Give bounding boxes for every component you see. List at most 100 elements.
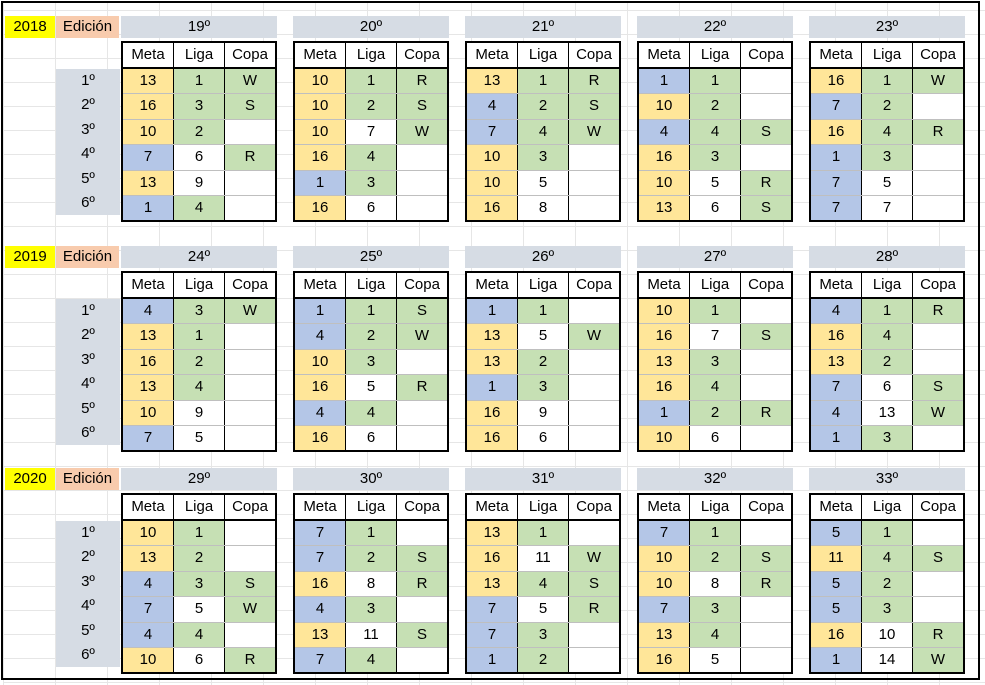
liga-cell[interactable]: 11	[518, 546, 569, 571]
meta-cell[interactable]: 16	[295, 571, 346, 597]
meta-cell[interactable]: 10	[123, 119, 174, 145]
meta-cell[interactable]: 1	[123, 195, 174, 221]
meta-cell[interactable]: 1	[467, 299, 518, 324]
meta-cell[interactable]: 7	[467, 597, 518, 622]
liga-cell[interactable]: 9	[174, 400, 225, 425]
liga-cell[interactable]: 5	[518, 170, 569, 195]
liga-cell[interactable]: 1	[518, 521, 569, 546]
copa-cell[interactable]: W	[225, 69, 275, 94]
liga-cell[interactable]: 5	[690, 170, 741, 195]
liga-cell[interactable]: 3	[690, 349, 741, 375]
meta-cell[interactable]: 16	[123, 94, 174, 119]
liga-cell[interactable]: 2	[690, 400, 741, 425]
meta-cell[interactable]: 13	[467, 521, 518, 546]
meta-cell[interactable]: 16	[639, 145, 690, 170]
liga-cell[interactable]: 4	[690, 622, 741, 647]
meta-cell[interactable]: 1	[811, 647, 862, 673]
liga-cell[interactable]: 6	[690, 195, 741, 221]
liga-cell[interactable]: 6	[174, 647, 225, 673]
meta-cell[interactable]: 4	[811, 400, 862, 425]
meta-cell[interactable]: 16	[811, 119, 862, 145]
copa-cell[interactable]: W	[913, 400, 963, 425]
copa-cell[interactable]	[225, 425, 275, 451]
copa-cell[interactable]	[397, 349, 447, 375]
copa-cell[interactable]: S	[741, 324, 791, 349]
liga-cell[interactable]: 5	[518, 597, 569, 622]
liga-cell[interactable]: 3	[174, 299, 225, 324]
meta-cell[interactable]: 16	[123, 349, 174, 375]
copa-cell[interactable]	[225, 546, 275, 571]
copa-cell[interactable]: W	[225, 299, 275, 324]
copa-cell[interactable]: S	[397, 299, 447, 324]
liga-cell[interactable]: 7	[346, 119, 397, 145]
liga-cell[interactable]: 2	[346, 546, 397, 571]
copa-cell[interactable]	[225, 324, 275, 349]
liga-cell[interactable]: 6	[174, 145, 225, 170]
liga-cell[interactable]: 10	[862, 622, 913, 647]
meta-cell[interactable]: 13	[467, 571, 518, 597]
meta-cell[interactable]: 13	[467, 324, 518, 349]
meta-cell[interactable]: 10	[295, 119, 346, 145]
copa-cell[interactable]	[741, 375, 791, 400]
copa-cell[interactable]: R	[913, 622, 963, 647]
copa-cell[interactable]	[913, 324, 963, 349]
liga-cell[interactable]: 1	[174, 69, 225, 94]
meta-cell[interactable]: 5	[811, 597, 862, 622]
meta-cell[interactable]: 13	[123, 546, 174, 571]
copa-cell[interactable]	[741, 145, 791, 170]
liga-cell[interactable]: 5	[346, 375, 397, 400]
meta-cell[interactable]: 1	[811, 145, 862, 170]
copa-cell[interactable]	[569, 425, 619, 451]
meta-cell[interactable]: 7	[639, 521, 690, 546]
liga-cell[interactable]: 3	[862, 425, 913, 451]
liga-cell[interactable]: 1	[690, 299, 741, 324]
liga-cell[interactable]: 1	[174, 521, 225, 546]
meta-cell[interactable]: 10	[295, 349, 346, 375]
meta-cell[interactable]: 13	[467, 349, 518, 375]
liga-cell[interactable]: 1	[346, 69, 397, 94]
meta-cell[interactable]: 16	[295, 145, 346, 170]
liga-cell[interactable]: 8	[346, 571, 397, 597]
meta-cell[interactable]: 10	[639, 170, 690, 195]
copa-cell[interactable]	[225, 195, 275, 221]
meta-cell[interactable]: 16	[467, 400, 518, 425]
liga-cell[interactable]: 4	[174, 195, 225, 221]
liga-cell[interactable]: 6	[690, 425, 741, 451]
meta-cell[interactable]: 13	[295, 622, 346, 647]
meta-cell[interactable]: 13	[639, 195, 690, 221]
liga-cell[interactable]: 5	[174, 597, 225, 622]
liga-cell[interactable]: 6	[862, 375, 913, 400]
meta-cell[interactable]: 4	[123, 299, 174, 324]
meta-cell[interactable]: 1	[467, 375, 518, 400]
copa-cell[interactable]	[569, 299, 619, 324]
meta-cell[interactable]: 16	[639, 375, 690, 400]
liga-cell[interactable]: 7	[862, 195, 913, 221]
meta-cell[interactable]: 4	[811, 299, 862, 324]
copa-cell[interactable]	[913, 597, 963, 622]
liga-cell[interactable]: 1	[518, 69, 569, 94]
copa-cell[interactable]	[913, 170, 963, 195]
meta-cell[interactable]: 10	[123, 647, 174, 673]
meta-cell[interactable]: 16	[467, 425, 518, 451]
copa-cell[interactable]	[741, 349, 791, 375]
copa-cell[interactable]	[913, 521, 963, 546]
meta-cell[interactable]: 16	[467, 546, 518, 571]
copa-cell[interactable]	[913, 94, 963, 119]
meta-cell[interactable]: 13	[123, 69, 174, 94]
liga-cell[interactable]: 4	[690, 119, 741, 145]
copa-cell[interactable]	[397, 400, 447, 425]
meta-cell[interactable]: 1	[467, 647, 518, 673]
copa-cell[interactable]	[569, 349, 619, 375]
copa-cell[interactable]: W	[569, 324, 619, 349]
copa-cell[interactable]	[913, 145, 963, 170]
meta-cell[interactable]: 10	[639, 94, 690, 119]
meta-cell[interactable]: 10	[467, 145, 518, 170]
copa-cell[interactable]: W	[569, 546, 619, 571]
copa-cell[interactable]: S	[741, 546, 791, 571]
liga-cell[interactable]: 3	[862, 145, 913, 170]
copa-cell[interactable]	[225, 622, 275, 647]
meta-cell[interactable]: 13	[123, 170, 174, 195]
copa-cell[interactable]: S	[569, 94, 619, 119]
liga-cell[interactable]: 2	[346, 94, 397, 119]
liga-cell[interactable]: 3	[518, 145, 569, 170]
